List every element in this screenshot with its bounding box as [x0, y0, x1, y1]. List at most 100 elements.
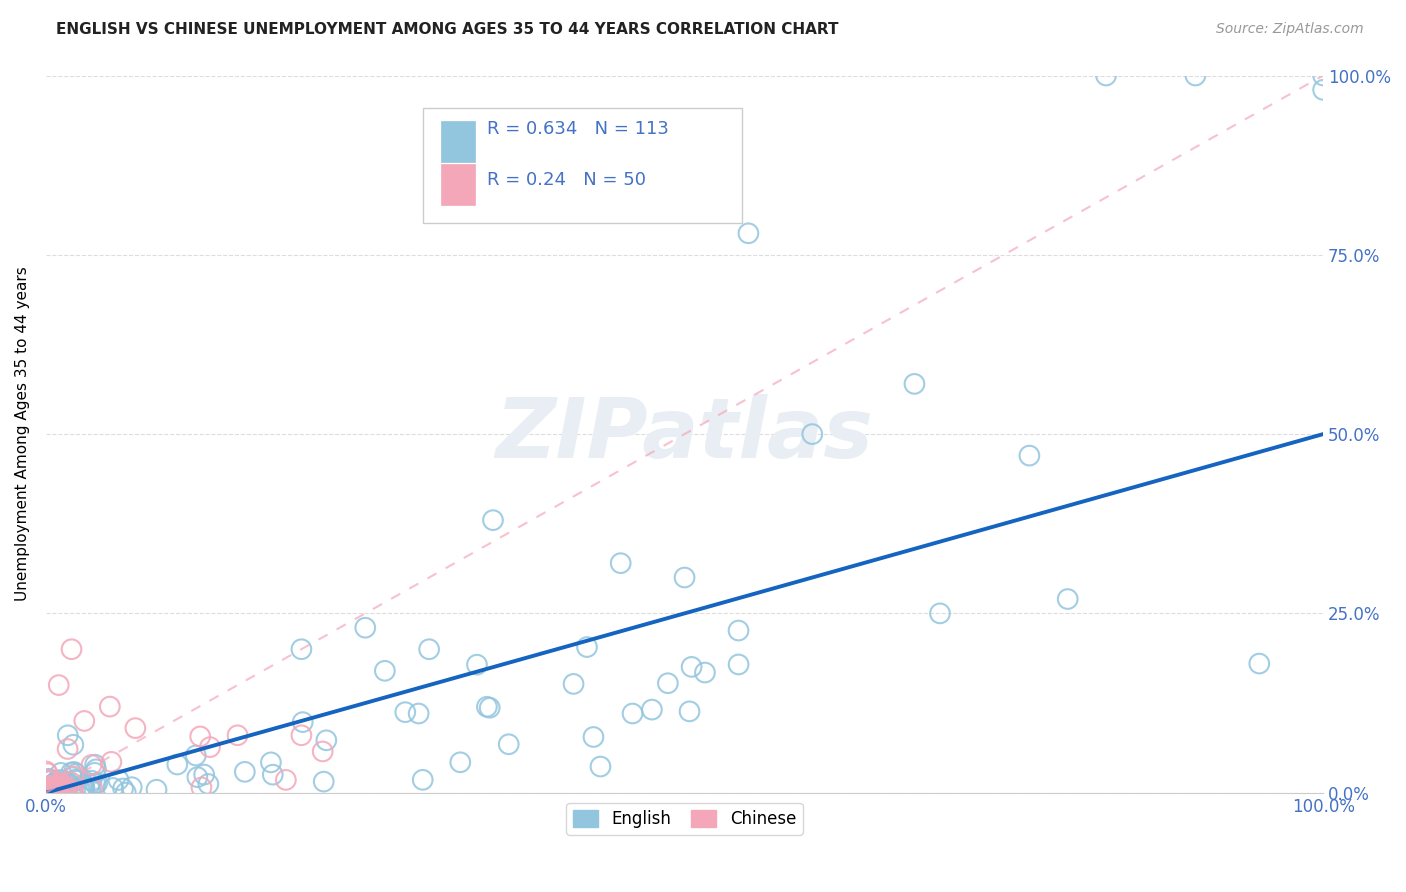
Point	[145, 782, 167, 797]
Point	[38, 785, 60, 799]
Point	[45, 780, 67, 794]
Point	[475, 699, 498, 714]
Point	[37, 784, 59, 798]
Point	[226, 728, 249, 742]
Point	[184, 748, 207, 763]
Point	[233, 764, 256, 779]
Point	[1312, 69, 1334, 83]
Point	[56, 783, 79, 797]
Point	[73, 781, 96, 796]
Text: ENGLISH VS CHINESE UNEMPLOYMENT AMONG AGES 35 TO 44 YEARS CORRELATION CHART: ENGLISH VS CHINESE UNEMPLOYMENT AMONG AG…	[56, 22, 839, 37]
Point	[621, 706, 644, 721]
Point	[39, 773, 62, 788]
Point	[60, 770, 83, 784]
Point	[262, 767, 284, 781]
Point	[681, 660, 703, 674]
Point	[45, 781, 67, 796]
Point	[41, 781, 63, 796]
Point	[1184, 69, 1206, 83]
Point	[80, 758, 103, 772]
Point	[198, 740, 221, 755]
Point	[1095, 69, 1118, 83]
Point	[290, 728, 312, 742]
Point	[72, 778, 94, 792]
Point	[63, 764, 86, 779]
Point	[83, 765, 105, 780]
Point	[56, 784, 79, 798]
Point	[1312, 83, 1334, 97]
Point	[48, 778, 70, 792]
Point	[49, 776, 72, 790]
Point	[39, 781, 62, 796]
Point	[38, 780, 60, 795]
Point	[70, 783, 93, 797]
Point	[62, 738, 84, 752]
Point	[82, 781, 104, 796]
Point	[55, 784, 77, 798]
Point	[42, 777, 65, 791]
Point	[498, 737, 520, 751]
Point	[193, 767, 215, 781]
Point	[186, 770, 208, 784]
Point	[49, 776, 72, 790]
Point	[35, 764, 58, 779]
Point	[73, 780, 96, 795]
Point	[1056, 592, 1078, 607]
Point	[63, 784, 86, 798]
Point	[48, 776, 70, 790]
Point	[394, 705, 416, 719]
Point	[412, 772, 434, 787]
Point	[49, 784, 72, 798]
Legend: English, Chinese: English, Chinese	[567, 803, 803, 835]
Point	[37, 766, 59, 780]
Point	[727, 624, 749, 638]
Point	[73, 714, 96, 728]
FancyBboxPatch shape	[423, 108, 742, 222]
Point	[107, 772, 129, 787]
Point	[657, 676, 679, 690]
Point	[98, 699, 121, 714]
Point	[673, 570, 696, 584]
Point	[45, 785, 67, 799]
Point	[80, 773, 103, 788]
Point	[38, 784, 60, 798]
Point	[274, 772, 297, 787]
Point	[42, 786, 65, 800]
Text: Source: ZipAtlas.com: Source: ZipAtlas.com	[1216, 22, 1364, 37]
Point	[65, 766, 87, 780]
Point	[589, 759, 612, 773]
Point	[38, 784, 60, 798]
Point	[929, 607, 952, 621]
Point	[315, 733, 337, 747]
Point	[48, 781, 70, 796]
Point	[51, 785, 73, 799]
Point	[562, 677, 585, 691]
Point	[418, 642, 440, 657]
Text: ZIPatlas: ZIPatlas	[496, 393, 873, 475]
Point	[84, 777, 107, 791]
Point	[84, 757, 107, 772]
Point	[62, 781, 84, 796]
Point	[45, 785, 67, 799]
FancyBboxPatch shape	[440, 121, 475, 162]
Point	[641, 703, 664, 717]
Point	[46, 774, 69, 789]
FancyBboxPatch shape	[440, 164, 475, 205]
Point	[312, 744, 335, 758]
Point	[197, 777, 219, 791]
Point	[478, 700, 501, 714]
Point	[190, 780, 212, 795]
Point	[59, 775, 82, 789]
Point	[53, 776, 76, 790]
Point	[55, 780, 77, 794]
Point	[693, 665, 716, 680]
Point	[124, 721, 146, 735]
Point	[312, 774, 335, 789]
Point	[60, 765, 83, 780]
Point	[46, 780, 69, 795]
Point	[408, 706, 430, 721]
Point	[55, 776, 77, 790]
Point	[465, 657, 488, 672]
Point	[79, 782, 101, 797]
Point	[482, 513, 505, 527]
